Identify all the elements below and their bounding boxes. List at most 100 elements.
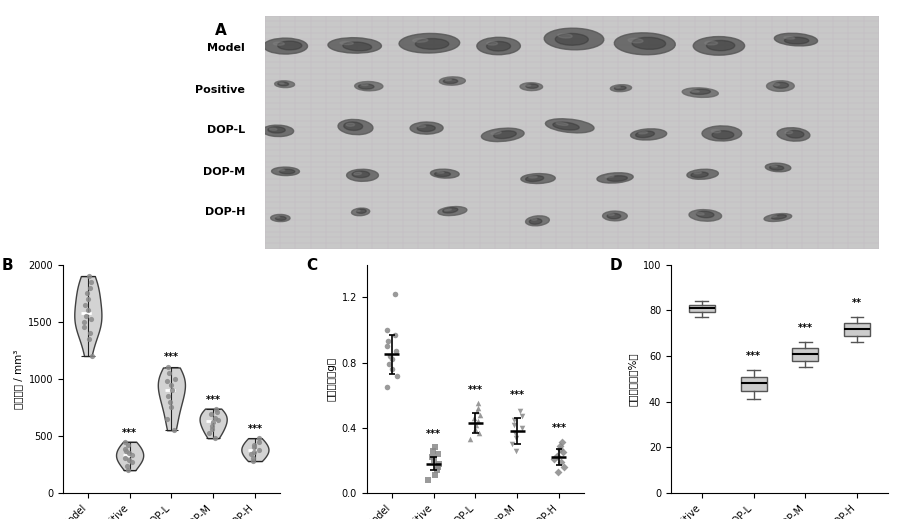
Ellipse shape xyxy=(269,128,277,130)
Text: DOP-H: DOP-H xyxy=(205,207,245,217)
Point xyxy=(431,459,446,468)
Ellipse shape xyxy=(689,210,722,221)
Point xyxy=(471,399,485,407)
Point xyxy=(210,408,224,416)
Point xyxy=(388,290,402,298)
Ellipse shape xyxy=(343,42,371,51)
Ellipse shape xyxy=(628,38,643,43)
Y-axis label: 肝癌抑制率（%）: 肝癌抑制率（%） xyxy=(627,352,637,406)
Point xyxy=(507,416,521,424)
Point xyxy=(385,355,399,363)
Point xyxy=(168,375,182,383)
Ellipse shape xyxy=(268,127,285,133)
Ellipse shape xyxy=(413,38,428,42)
Point xyxy=(388,331,402,339)
Point xyxy=(426,456,440,465)
Ellipse shape xyxy=(417,125,435,132)
Point xyxy=(83,329,98,337)
Ellipse shape xyxy=(615,86,621,88)
Ellipse shape xyxy=(764,213,792,222)
Point xyxy=(430,466,444,474)
Point xyxy=(247,448,261,456)
Ellipse shape xyxy=(773,83,788,88)
Point xyxy=(551,468,565,476)
Point xyxy=(379,342,394,350)
Ellipse shape xyxy=(770,166,784,170)
Point xyxy=(160,377,174,385)
Ellipse shape xyxy=(262,125,293,136)
Ellipse shape xyxy=(434,172,450,176)
Point xyxy=(246,457,260,465)
Ellipse shape xyxy=(274,81,294,88)
Ellipse shape xyxy=(773,84,779,86)
Ellipse shape xyxy=(520,83,543,91)
Ellipse shape xyxy=(771,215,787,219)
Point xyxy=(85,352,100,360)
Ellipse shape xyxy=(275,216,286,220)
Ellipse shape xyxy=(610,85,631,92)
Text: ***: *** xyxy=(552,422,566,433)
PathPatch shape xyxy=(741,377,767,391)
Point xyxy=(431,463,445,471)
Ellipse shape xyxy=(707,40,735,51)
Ellipse shape xyxy=(597,173,633,183)
Point xyxy=(472,429,486,437)
Ellipse shape xyxy=(631,129,666,140)
Point xyxy=(163,380,178,389)
Ellipse shape xyxy=(607,213,621,219)
Ellipse shape xyxy=(486,42,510,51)
Point xyxy=(205,410,219,418)
Ellipse shape xyxy=(415,38,448,49)
Point xyxy=(120,441,135,449)
Text: ***: *** xyxy=(509,390,525,400)
Point xyxy=(390,372,405,380)
Text: D: D xyxy=(610,258,623,273)
Point xyxy=(252,445,266,454)
Ellipse shape xyxy=(639,132,648,134)
Text: C: C xyxy=(306,258,318,273)
Ellipse shape xyxy=(491,131,501,134)
Ellipse shape xyxy=(417,125,426,128)
Point xyxy=(208,414,222,422)
Point xyxy=(161,363,175,372)
Point xyxy=(167,426,181,434)
Ellipse shape xyxy=(328,38,381,53)
Ellipse shape xyxy=(603,211,627,221)
Ellipse shape xyxy=(531,218,537,220)
Point xyxy=(425,446,440,455)
Ellipse shape xyxy=(687,169,718,179)
Point xyxy=(118,438,133,446)
Point xyxy=(515,412,529,420)
Ellipse shape xyxy=(636,131,655,138)
Point xyxy=(470,407,484,416)
Ellipse shape xyxy=(712,131,734,139)
Point xyxy=(81,295,95,303)
Ellipse shape xyxy=(359,84,374,89)
Ellipse shape xyxy=(528,176,537,178)
Text: ***: *** xyxy=(122,428,137,438)
Point xyxy=(505,440,519,448)
Ellipse shape xyxy=(482,128,524,142)
Text: ***: *** xyxy=(797,323,813,333)
Ellipse shape xyxy=(787,130,804,138)
Point xyxy=(161,392,175,400)
Point xyxy=(125,458,139,467)
Ellipse shape xyxy=(477,37,520,54)
Ellipse shape xyxy=(702,126,742,141)
Ellipse shape xyxy=(280,169,295,174)
Ellipse shape xyxy=(443,79,457,84)
Ellipse shape xyxy=(558,34,572,38)
Ellipse shape xyxy=(338,119,373,135)
Point xyxy=(83,316,98,324)
Point xyxy=(421,476,435,484)
Point xyxy=(385,365,399,373)
Text: A: A xyxy=(214,22,227,37)
Point xyxy=(205,421,219,430)
Ellipse shape xyxy=(553,122,579,130)
Ellipse shape xyxy=(356,210,361,212)
Ellipse shape xyxy=(346,123,354,126)
Point xyxy=(118,454,133,462)
Ellipse shape xyxy=(274,42,284,45)
Y-axis label: 肝癌体积 / mm³: 肝癌体积 / mm³ xyxy=(13,349,23,408)
Ellipse shape xyxy=(693,36,745,55)
